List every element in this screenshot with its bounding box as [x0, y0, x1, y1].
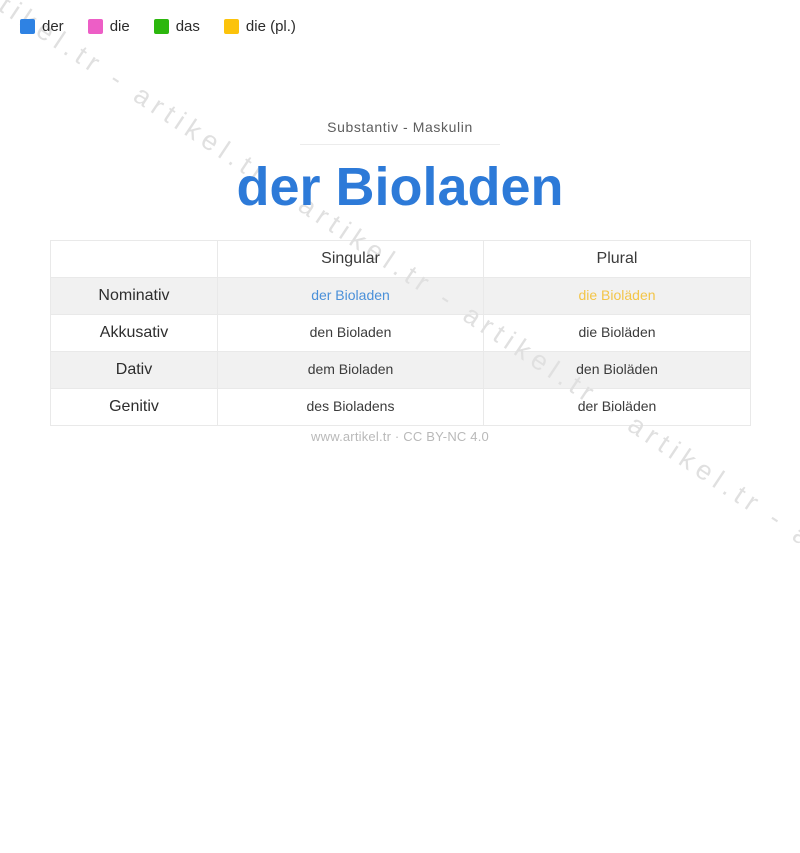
article-color-swatch — [20, 19, 35, 34]
singular-form: der Bioladen — [311, 287, 390, 303]
subtitle-divider — [300, 144, 500, 145]
singular-form: dem Bioladen — [307, 361, 394, 377]
footer-credit: www.artikel.tr · CC BY-NC 4.0 — [0, 429, 800, 444]
footer-credit-text: www.artikel.tr · CC BY-NC 4.0 — [311, 429, 489, 444]
plural-column-header-label: Plural — [596, 250, 638, 267]
case-label: Nominativ — [98, 287, 170, 304]
declension-table: Singular Plural Nominativ der Bioladen d… — [50, 240, 751, 426]
plural-form: der Bioläden — [577, 398, 657, 414]
table-row: Akkusativ den Bioladen die Bioläden — [50, 314, 751, 352]
table-row: Dativ dem Bioladen den Bioläden — [50, 351, 751, 389]
legend-item: das — [153, 18, 200, 35]
legend-item-label: die — [109, 18, 130, 35]
table-row: Nominativ der Bioladen die Bioläden — [50, 277, 751, 315]
case-cell: Nominativ — [50, 277, 218, 315]
article-color-swatch — [223, 19, 239, 34]
plural-form: die Bioläden — [578, 287, 656, 303]
table-header-row: Singular Plural — [50, 240, 751, 278]
legend-item: der — [20, 18, 64, 35]
plural-column-header: Plural — [483, 240, 751, 278]
singular-cell: der Bioladen — [217, 277, 484, 315]
legend-item-label: der — [42, 18, 64, 35]
plural-form: die Bioläden — [578, 324, 656, 340]
case-label: Dativ — [115, 361, 153, 378]
legend-item-label: das — [175, 18, 200, 35]
singular-cell: den Bioladen — [217, 314, 484, 352]
plural-form: den Bioläden — [576, 361, 658, 377]
legend-item: die (pl.) — [223, 18, 296, 35]
case-label: Akkusativ — [99, 324, 169, 341]
plural-cell: die Bioläden — [483, 314, 751, 352]
legend-item: die — [87, 18, 130, 35]
plural-cell: die Bioläden — [483, 277, 751, 315]
case-cell: Dativ — [50, 351, 218, 389]
plural-cell: der Bioläden — [483, 388, 751, 426]
singular-form: des Bioladens — [306, 398, 395, 414]
singular-cell: dem Bioladen — [217, 351, 484, 389]
page-title: der Bioladen — [236, 157, 564, 217]
word-type-subtitle: Substantiv - Maskulin — [327, 119, 473, 135]
legend-item-label: die (pl.) — [245, 18, 296, 35]
case-cell: Akkusativ — [50, 314, 218, 352]
singular-column-header: Singular — [217, 240, 484, 278]
singular-form: den Bioladen — [309, 324, 392, 340]
case-column-header — [50, 240, 218, 278]
article-color-legend: der die das die (pl.) — [20, 18, 296, 35]
article-color-swatch — [153, 19, 169, 34]
case-cell: Genitiv — [50, 388, 218, 426]
singular-cell: des Bioladens — [217, 388, 484, 426]
table-row: Genitiv des Bioladens der Bioläden — [50, 388, 751, 426]
singular-column-header-label: Singular — [321, 250, 380, 267]
plural-cell: den Bioläden — [483, 351, 751, 389]
article-color-swatch — [87, 19, 103, 34]
case-label: Genitiv — [109, 398, 159, 415]
